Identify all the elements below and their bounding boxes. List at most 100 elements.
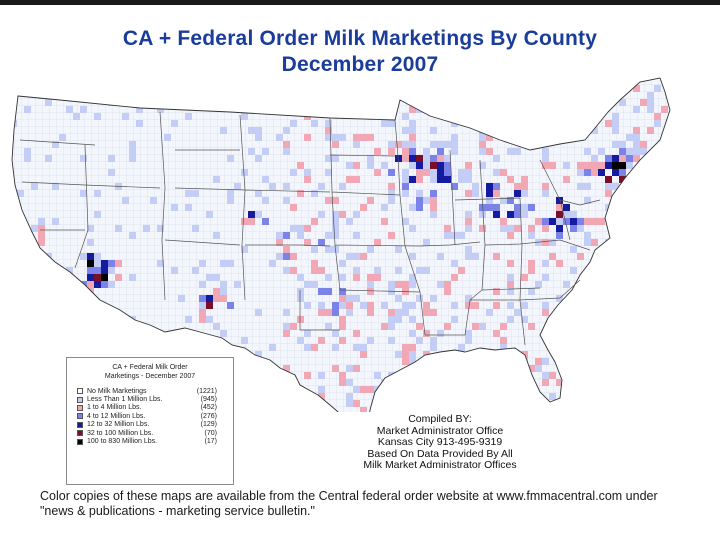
county-cell: [605, 176, 612, 183]
county-cell: [416, 190, 423, 197]
county-cell: [374, 239, 381, 246]
county-cell: [486, 204, 493, 211]
county-cell: [465, 386, 472, 393]
county-cell: [570, 246, 577, 253]
county-cell: [612, 246, 619, 253]
county-cell: [129, 148, 136, 155]
county-cell: [542, 183, 549, 190]
county-cell: [640, 421, 647, 428]
county-cell: [612, 232, 619, 239]
county-cell: [255, 127, 262, 134]
county-cell: [479, 225, 486, 232]
county-cell: [507, 176, 514, 183]
county-cell: [409, 127, 416, 134]
county-cell: [402, 183, 409, 190]
county-cell: [605, 120, 612, 127]
county-cell: [507, 232, 514, 239]
legend-rows: No Milk Marketings (1221) Less Than 1 Mill…: [67, 387, 233, 446]
legend-swatch: [77, 396, 83, 403]
county-cell: [668, 141, 670, 148]
credits-line2: Market Administrator Office: [376, 424, 504, 437]
county-cell: [402, 148, 409, 155]
county-cell: [353, 176, 360, 183]
county-cell: [213, 274, 220, 281]
county-cell: [80, 106, 87, 113]
county-cell: [479, 162, 486, 169]
county-cell: [94, 253, 101, 260]
county-cell: [80, 190, 87, 197]
county-cell: [563, 309, 570, 316]
county-cell: [444, 365, 451, 372]
county-cell: [444, 351, 451, 358]
county-cell: [612, 141, 619, 148]
county-cell: [290, 169, 297, 176]
county-cell: [661, 288, 668, 295]
county-cell: [437, 176, 444, 183]
county-cell: [542, 155, 549, 162]
county-cell: [514, 211, 521, 218]
legend-item-count: (276): [200, 412, 217, 420]
county-cell: [598, 169, 605, 176]
county-cell: [87, 260, 94, 267]
county-cell: [346, 365, 353, 372]
county-cell: [409, 358, 416, 365]
county-cell: [472, 253, 479, 260]
county-cell: [626, 162, 633, 169]
county-cell: [612, 169, 619, 176]
county-cell: [115, 344, 122, 351]
county-cell: [675, 92, 682, 99]
county-cell: [220, 260, 227, 267]
county-cell: [409, 141, 416, 148]
county-cell: [668, 246, 670, 253]
county-cell: [31, 183, 38, 190]
county-cell: [437, 169, 444, 176]
county-cell: [31, 225, 38, 232]
county-cell: [451, 134, 458, 141]
county-cell: [409, 351, 416, 358]
county-cell: [584, 218, 591, 225]
county-cell: [185, 190, 192, 197]
county-cell: [325, 323, 332, 330]
county-cell: [661, 176, 668, 183]
county-cell: [556, 120, 563, 127]
county-cell: [367, 162, 374, 169]
county-cell: [269, 183, 276, 190]
county-cell: [640, 183, 647, 190]
county-cell: [444, 106, 451, 113]
county-cell: [493, 302, 500, 309]
county-cell: [402, 281, 409, 288]
county-cell: [507, 316, 514, 323]
county-cell: [521, 211, 528, 218]
county-cell: [171, 204, 178, 211]
county-cell: [290, 204, 297, 211]
county-cell: [283, 148, 290, 155]
county-cell: [290, 323, 297, 330]
county-cell: [542, 148, 549, 155]
county-cell: [339, 134, 346, 141]
county-cell: [479, 120, 486, 127]
county-cell: [283, 323, 290, 330]
county-cell: [500, 358, 507, 365]
county-cell: [248, 218, 255, 225]
county-cell: [66, 106, 73, 113]
county-cell: [661, 400, 668, 407]
county-cell: [444, 169, 451, 176]
county-cell: [423, 386, 430, 393]
county-cell: [465, 190, 472, 197]
county-cell: [500, 337, 507, 344]
county-cell: [521, 190, 528, 197]
county-cell: [409, 344, 416, 351]
county-cell: [647, 176, 654, 183]
county-cell: [444, 141, 451, 148]
county-cell: [591, 218, 598, 225]
county-cell: [514, 99, 521, 106]
county-cell: [605, 288, 612, 295]
county-cell: [507, 288, 514, 295]
county-cell: [87, 267, 94, 274]
county-cell: [346, 218, 353, 225]
county-cell: [605, 155, 612, 162]
county-cell: [423, 197, 430, 204]
county-cell: [220, 330, 227, 337]
county-cell: [395, 309, 402, 316]
county-cell: [556, 295, 563, 302]
